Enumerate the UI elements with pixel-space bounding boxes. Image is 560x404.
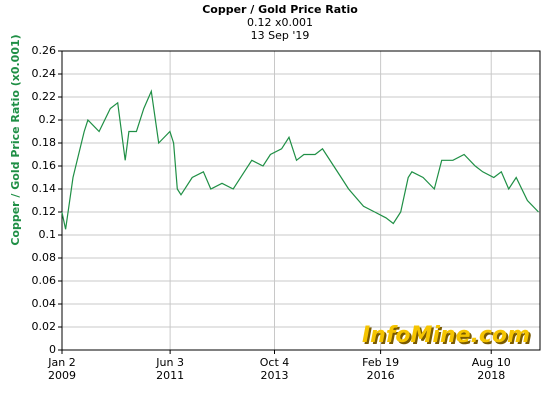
x-tick-label: Jun 3 [155,356,184,369]
y-tick-label: 0.14 [32,182,57,195]
watermark-shadow: InfoMine.com [364,325,532,350]
watermark: InfoMine.com [362,323,530,348]
x-tick-year: 2018 [477,369,505,382]
y-tick-label: 0.12 [32,205,57,218]
y-tick-label: 0.2 [39,113,57,126]
y-axis-label: Copper / Gold Price Ratio (x0.001) [9,34,22,245]
x-tick-year: 2016 [367,369,395,382]
plot-frame [61,50,541,351]
x-tick-label: Feb 19 [362,356,399,369]
y-tick-label: 0.16 [32,159,57,172]
x-tick-label: Oct 4 [260,356,290,369]
x-tick-label: Jan 2 [47,356,75,369]
x-tick-label: Aug 10 [472,356,511,369]
chart-subtitle: 0.12 x0.001 [247,16,313,29]
y-tick-label: 0.18 [32,136,57,149]
y-tick-label: 0.1 [39,228,57,241]
y-tick-label: 0.22 [32,90,57,103]
data-line [61,89,539,230]
chart-date: 13 Sep '19 [251,29,310,42]
y-tick-label: 0.24 [32,67,57,80]
y-tick-label: 0.04 [32,297,57,310]
y-tick-label: 0.02 [32,320,57,333]
y-tick-label: 0 [49,343,56,356]
x-tick-year: 2013 [261,369,289,382]
x-tick-year: 2009 [48,369,76,382]
x-tick-year: 2011 [156,369,184,382]
y-tick-label: 0.26 [32,44,57,57]
y-tick-label: 0.08 [32,251,57,264]
y-tick-label: 0.06 [32,274,57,287]
chart-title: Copper / Gold Price Ratio [202,3,358,16]
